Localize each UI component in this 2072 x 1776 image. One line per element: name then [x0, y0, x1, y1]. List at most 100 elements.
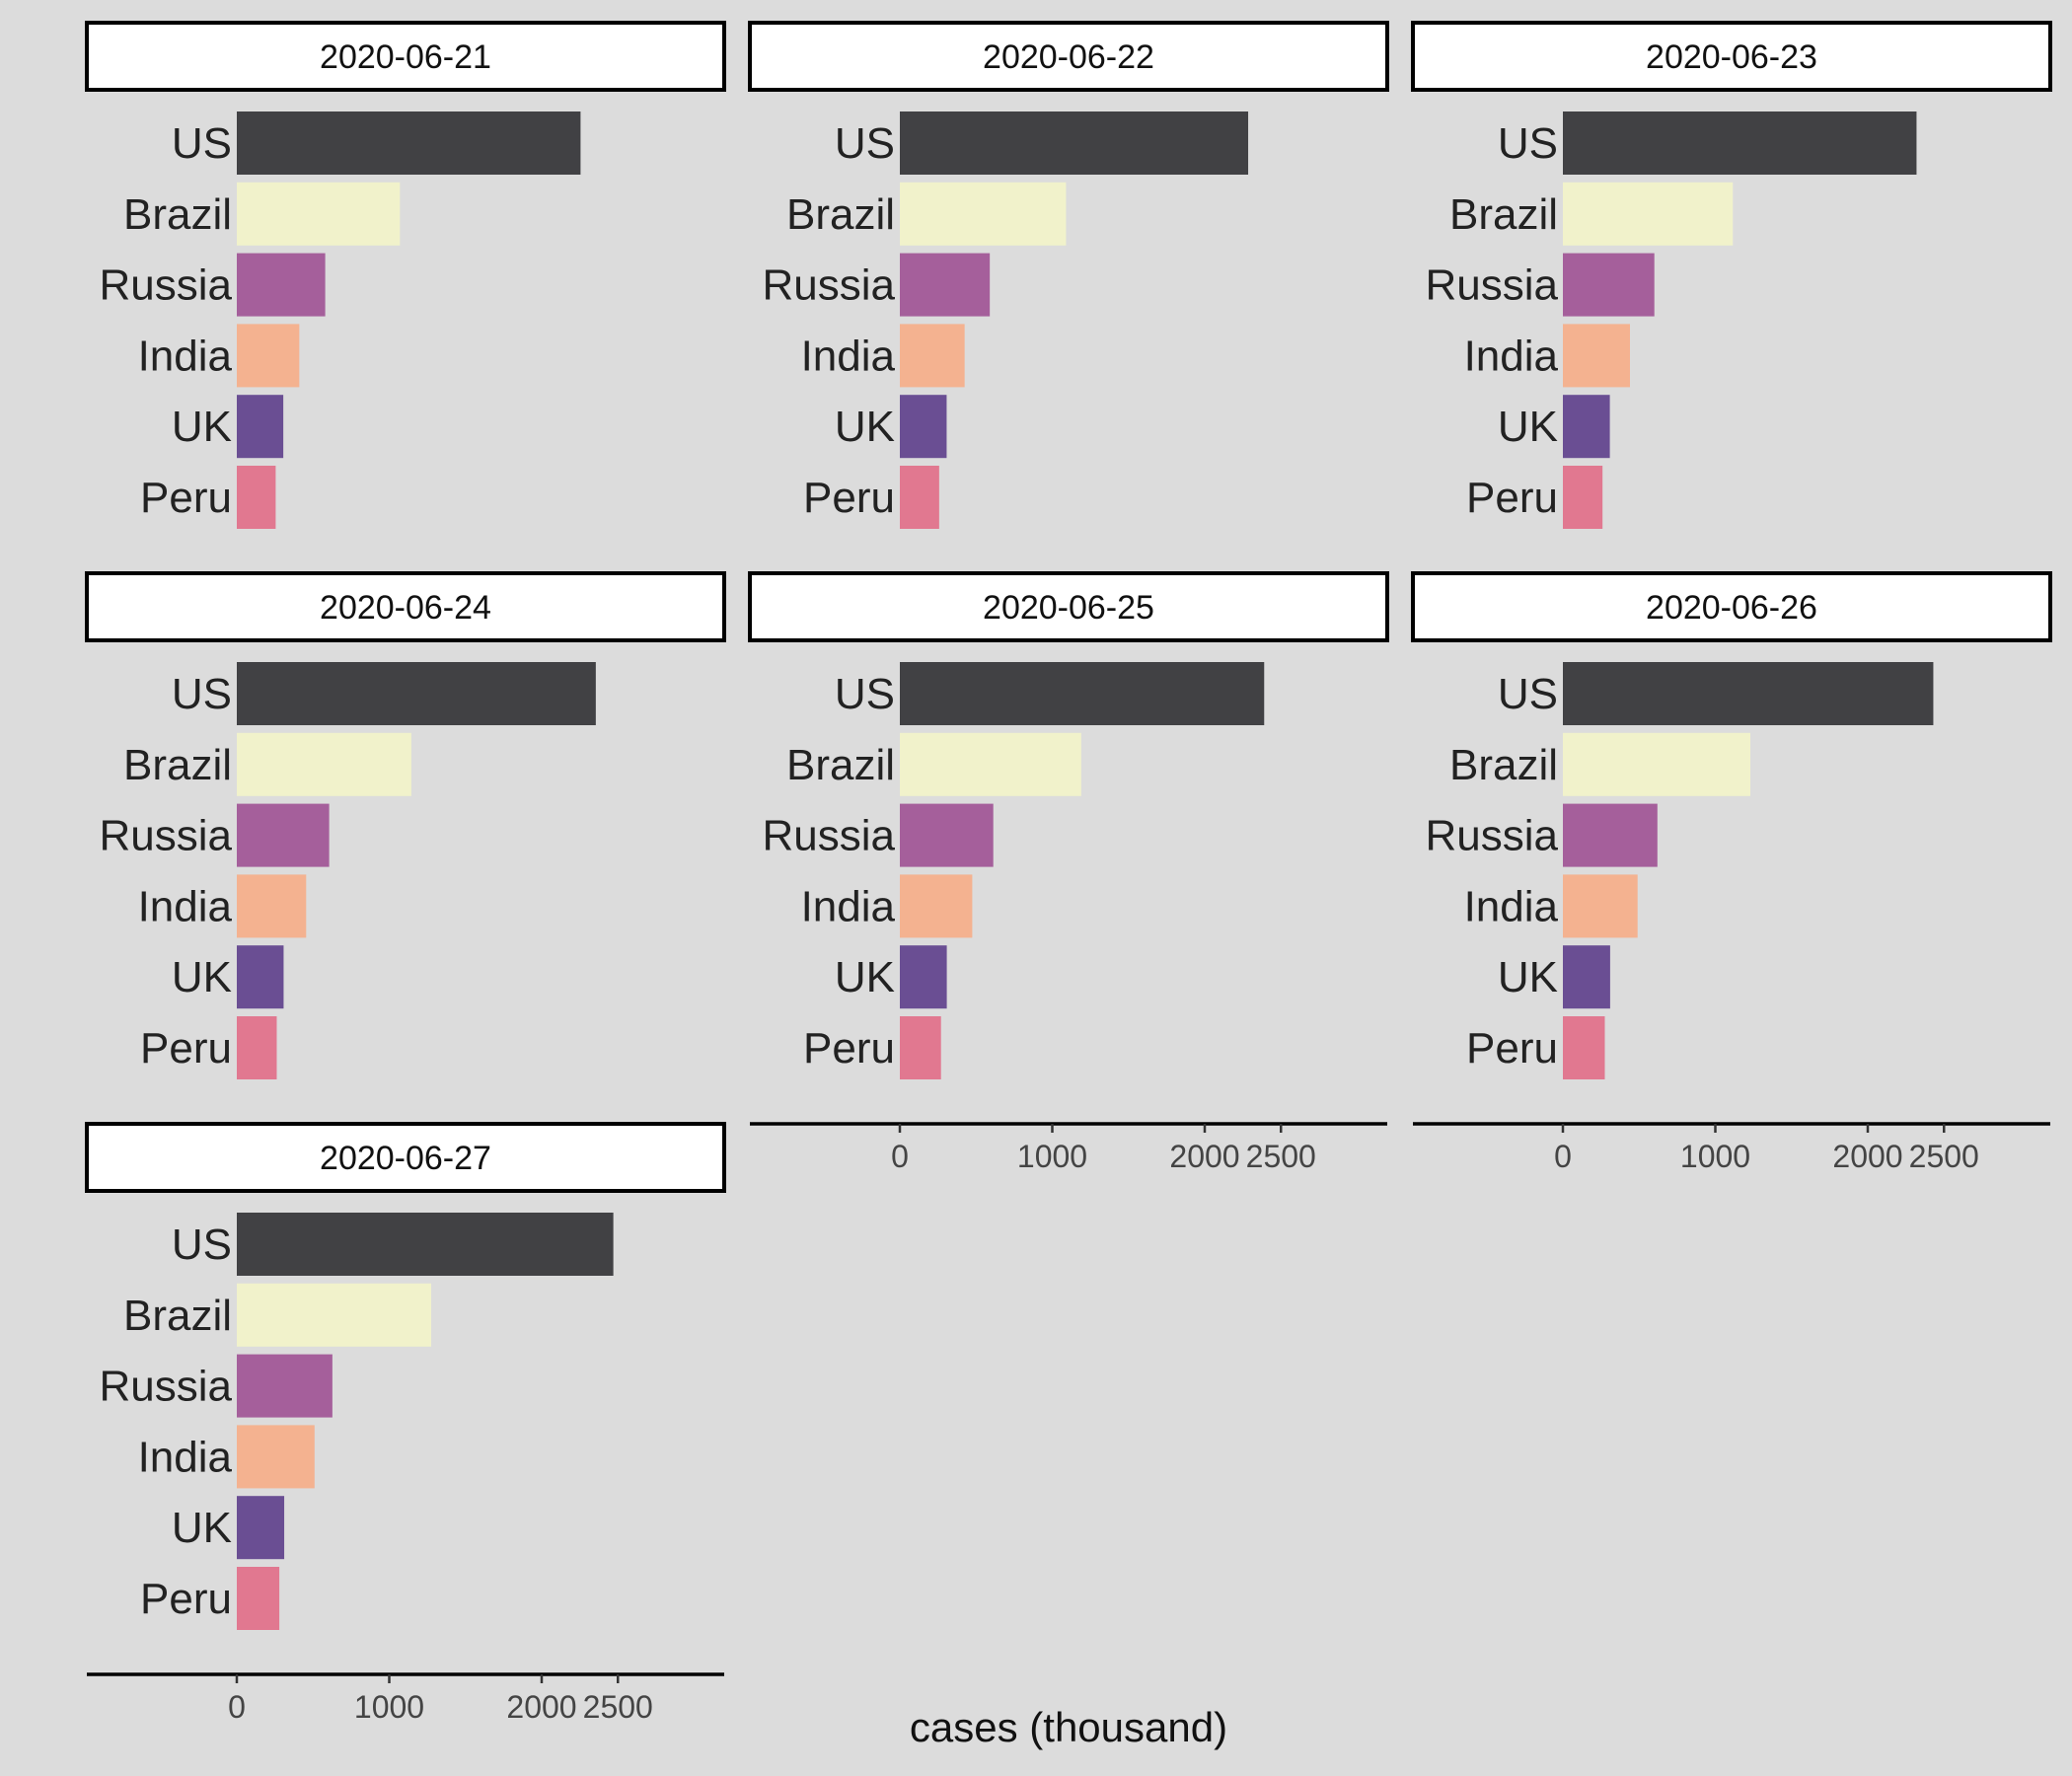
- x-tick-label: 0: [891, 1139, 909, 1174]
- x-tick-label: 2000: [506, 1689, 576, 1725]
- bar-peru: [900, 466, 939, 529]
- bar-brazil: [237, 1283, 431, 1347]
- facet-panel: 2020-06-23 US Brazil Russia India UK Peru: [1411, 21, 2052, 529]
- y-tick-label: Peru: [140, 1024, 232, 1073]
- y-tick-label: Brazil: [786, 741, 895, 789]
- y-tick-label: US: [835, 670, 895, 718]
- facet-strip-label: 2020-06-25: [983, 589, 1154, 627]
- y-tick-label: Brazil: [123, 1292, 232, 1340]
- facet-panel: 2020-06-22 US Brazil Russia India UK Peru: [748, 21, 1389, 529]
- facet-strip-label: 2020-06-26: [1646, 589, 1817, 627]
- y-tick-label: UK: [835, 403, 895, 451]
- y-tick-label: UK: [172, 1504, 232, 1552]
- y-tick-label: Russia: [100, 261, 233, 310]
- y-tick-label: Peru: [140, 1575, 232, 1623]
- x-tick-label: 1000: [354, 1689, 424, 1725]
- x-tick-label: 1000: [1017, 1139, 1087, 1174]
- bar-brazil: [900, 182, 1067, 246]
- bar-uk: [1563, 395, 1610, 459]
- y-tick-label: Peru: [1466, 1024, 1558, 1073]
- y-tick-label: US: [172, 1221, 232, 1269]
- bar-peru: [237, 1016, 277, 1079]
- bar-russia: [1563, 803, 1658, 867]
- bar-india: [237, 874, 307, 938]
- bar-us: [1563, 111, 1917, 175]
- facet-panels: 2020-06-21USBrazilRussiaIndiaUKPeru2020-…: [85, 21, 2052, 1725]
- bar-peru: [1563, 1016, 1605, 1079]
- bar-peru: [900, 1016, 941, 1079]
- facet-strip: [1411, 571, 2052, 642]
- x-tick-label: 2500: [583, 1689, 653, 1725]
- y-tick-label: India: [138, 1433, 233, 1481]
- bar-peru: [237, 1567, 280, 1630]
- bar-india: [1563, 874, 1638, 938]
- y-tick-label: US: [1498, 119, 1558, 168]
- y-tick-label: Russia: [763, 261, 896, 310]
- bar-russia: [237, 803, 330, 867]
- bar-uk: [900, 395, 947, 459]
- y-tick-label: Russia: [1426, 812, 1559, 860]
- bar-brazil: [237, 732, 411, 796]
- bar-russia: [900, 803, 994, 867]
- x-tick-label: 2500: [1909, 1139, 1979, 1174]
- bar-brazil: [1563, 732, 1751, 796]
- bar-russia: [237, 1354, 333, 1418]
- bar-uk: [237, 395, 284, 459]
- bar-russia: [237, 253, 326, 317]
- y-tick-label: US: [172, 670, 232, 718]
- facet-panel: 2020-06-21 US Brazil Russia India UK Peru: [85, 21, 726, 529]
- y-tick-label: Brazil: [123, 190, 232, 239]
- y-tick-label: Brazil: [786, 190, 895, 239]
- y-tick-label: India: [1464, 882, 1559, 930]
- bar-us: [237, 662, 596, 725]
- x-tick-label: 1000: [1680, 1139, 1750, 1174]
- bar-us: [1563, 662, 1934, 725]
- facet-panel: 2020-06-25 US Brazil Russia India UK Peru 0 1000…: [748, 571, 1389, 1174]
- facet-strip-label: 2020-06-22: [983, 38, 1154, 76]
- bar-us: [900, 662, 1265, 725]
- y-tick-label: US: [1498, 670, 1558, 718]
- facet-strip: [1411, 21, 2052, 92]
- bar-us: [237, 1213, 614, 1276]
- bar-brazil: [1563, 182, 1734, 246]
- y-tick-label: US: [172, 119, 232, 168]
- bar-uk: [237, 945, 284, 1009]
- facet-strip: [85, 571, 726, 642]
- y-tick-label: Russia: [763, 812, 896, 860]
- y-tick-label: Peru: [1466, 474, 1558, 522]
- y-tick-label: Russia: [100, 812, 233, 860]
- bar-peru: [237, 466, 276, 529]
- x-tick-label: 2500: [1246, 1139, 1316, 1174]
- facet-strip: [748, 571, 1389, 642]
- bar-russia: [900, 253, 991, 317]
- facet-strip-label: 2020-06-21: [320, 38, 491, 76]
- y-tick-label: India: [138, 882, 233, 930]
- y-tick-label: UK: [172, 403, 232, 451]
- bar-us: [900, 111, 1249, 175]
- bar-india: [900, 874, 973, 938]
- x-tick-label: 2000: [1832, 1139, 1902, 1174]
- y-tick-label: Brazil: [1449, 190, 1558, 239]
- facet-strip: [748, 21, 1389, 92]
- y-tick-label: Brazil: [123, 741, 232, 789]
- y-tick-label: UK: [835, 953, 895, 1001]
- y-tick-label: Russia: [1426, 261, 1559, 310]
- bar-brazil: [237, 182, 401, 246]
- y-tick-label: UK: [1498, 403, 1558, 451]
- y-tick-label: India: [138, 332, 233, 380]
- bar-brazil: [900, 732, 1081, 796]
- facet-panel: 2020-06-24 US Brazil Russia India UK Peru: [85, 571, 726, 1079]
- x-tick-label: 2000: [1169, 1139, 1239, 1174]
- y-tick-label: Peru: [140, 474, 232, 522]
- bar-india: [1563, 324, 1630, 388]
- facet-panel: 2020-06-27 US Brazil Russia India UK Peru 0 1000…: [85, 1122, 726, 1725]
- y-tick-label: Russia: [100, 1363, 233, 1411]
- y-tick-label: UK: [172, 953, 232, 1001]
- facet-strip-label: 2020-06-23: [1646, 38, 1817, 76]
- y-tick-label: UK: [1498, 953, 1558, 1001]
- bar-peru: [1563, 466, 1603, 529]
- facet-panel: 2020-06-26 US Brazil Russia India UK Peru 0 1000…: [1411, 571, 2052, 1174]
- x-tick-label: 0: [228, 1689, 246, 1725]
- bar-uk: [1563, 945, 1610, 1009]
